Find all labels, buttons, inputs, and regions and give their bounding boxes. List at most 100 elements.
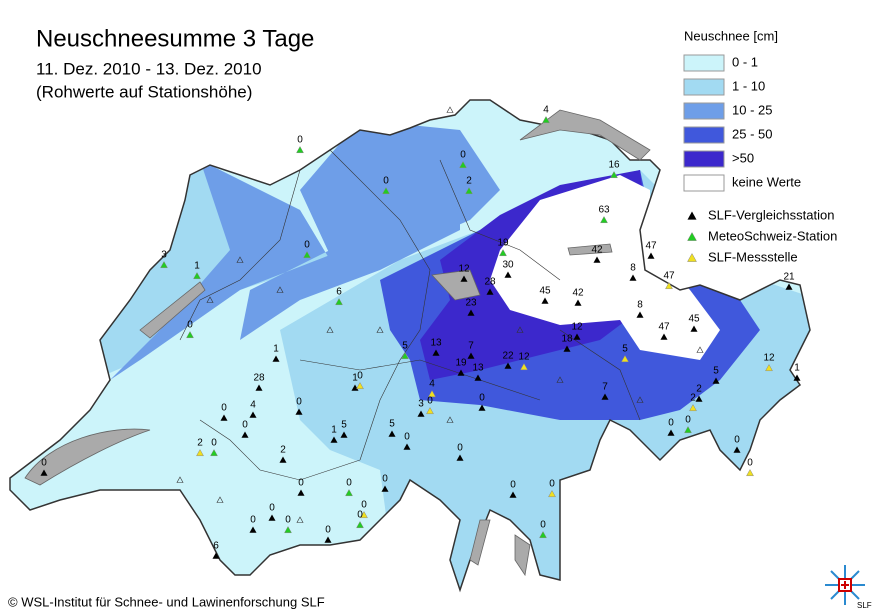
legend-title: Neuschnee [cm] (684, 28, 778, 43)
station-marker-outline (296, 516, 304, 523)
station-marker (733, 446, 741, 453)
station-value: 5 (402, 341, 408, 352)
station-value: 0 (460, 150, 466, 161)
region-over-50 (490, 175, 720, 360)
station-marker (212, 552, 220, 559)
station-marker (193, 271, 201, 280)
station-value: 3 (418, 399, 424, 410)
station-value: 47 (663, 271, 675, 282)
station-marker (457, 369, 465, 376)
station-marker (241, 431, 249, 438)
station-value: 12 (458, 264, 470, 275)
station-marker (478, 404, 486, 411)
station-marker (268, 514, 276, 521)
station-marker (351, 384, 359, 391)
station-value: 1 (331, 425, 337, 436)
station-marker (504, 362, 512, 369)
station-marker-outline (636, 396, 644, 403)
station-marker (295, 408, 303, 415)
station-value: 0 (269, 503, 275, 514)
station-value: 1 (352, 373, 358, 384)
station-marker (541, 297, 549, 304)
legend-label: MeteoSchweiz-Station (708, 228, 837, 243)
station-marker-outline (326, 326, 334, 333)
station-marker-outline (696, 346, 704, 353)
station-marker (340, 431, 348, 438)
station-marker (426, 406, 434, 415)
station-value: 0 (383, 176, 389, 187)
station-marker (356, 520, 364, 529)
station-marker (689, 403, 697, 412)
station-value: 0 (250, 515, 256, 526)
station-marker (765, 363, 773, 372)
station-value: 0 (734, 435, 740, 446)
station-value: 0 (427, 396, 433, 407)
station-marker (303, 250, 311, 259)
station-marker (548, 489, 556, 498)
station-marker (356, 381, 364, 390)
station-marker (382, 186, 390, 195)
station-value: 0 (346, 478, 352, 489)
station-marker-outline (176, 476, 184, 483)
station-value: 0 (187, 320, 193, 331)
station-value: 5 (713, 366, 719, 377)
legend-label: 10 - 25 (732, 102, 772, 117)
station-marker-outline (516, 326, 524, 333)
station-marker (296, 145, 304, 154)
station-marker (330, 436, 338, 443)
station-value: 0 (479, 393, 485, 404)
station-value: 0 (540, 520, 546, 531)
station-marker (600, 215, 608, 224)
station-marker (249, 526, 257, 533)
station-value: 0 (285, 515, 291, 526)
slf-logo (825, 565, 865, 605)
station-value: 23 (465, 298, 477, 309)
station-marker (520, 362, 528, 371)
station-marker (690, 325, 698, 332)
station-value: 28 (253, 373, 265, 384)
station-value: 2 (696, 384, 702, 395)
station-value: 0 (382, 474, 388, 485)
station-value: 19 (497, 238, 509, 249)
station-value: 1 (794, 363, 800, 374)
legend-label: >50 (732, 150, 754, 165)
station-value: 42 (591, 245, 603, 256)
title: Neuschneesumme 3 Tage (36, 25, 314, 52)
subtitle: 11. Dez. 2010 - 13. Dez. 2010 (36, 59, 262, 78)
legend-swatch (683, 126, 725, 144)
station-value: 5 (622, 344, 628, 355)
station-marker (381, 485, 389, 492)
station-marker-outline (206, 296, 214, 303)
station-marker (360, 510, 368, 519)
station-value: 13 (430, 338, 442, 349)
station-value: 0 (325, 525, 331, 536)
station-value: 16 (608, 160, 620, 171)
station-value: 21 (783, 272, 795, 283)
logo-text: SLF (857, 601, 872, 610)
station-value: 22 (502, 351, 514, 362)
lakes (24, 109, 651, 577)
station-value: 0 (304, 240, 310, 251)
station-marker (695, 395, 703, 402)
station-value: 2 (197, 438, 203, 449)
station-marker (279, 456, 287, 463)
station-value: 2 (280, 445, 286, 456)
legend-label: 0 - 1 (732, 54, 758, 69)
station-value: 0 (296, 397, 302, 408)
station-marker (186, 330, 194, 339)
station-value: 47 (658, 322, 670, 333)
station-value: 0 (297, 135, 303, 146)
station-marker-outline (446, 416, 454, 423)
station-marker (563, 345, 571, 352)
legend-label: keine Werte (732, 174, 801, 189)
station-marker (196, 448, 204, 457)
station-marker (665, 281, 673, 290)
legend-label: SLF-Messstelle (708, 249, 798, 264)
station-value: 4 (429, 379, 435, 390)
station-value: 30 (502, 260, 514, 271)
station-value: 28 (484, 277, 496, 288)
station-marker (746, 468, 754, 477)
station-marker-outline (446, 106, 454, 113)
station-marker (504, 271, 512, 278)
